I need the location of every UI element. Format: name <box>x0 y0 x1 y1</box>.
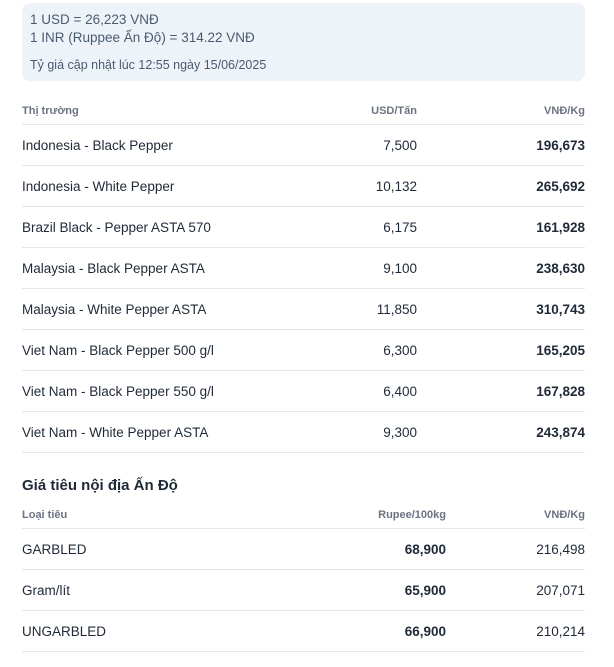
vnd-cell: 207,071 <box>446 569 585 611</box>
col-header-market: Thị trường <box>22 97 322 125</box>
rupee-cell: 66,900 <box>322 610 446 652</box>
inr-rate: 1 INR (Ruppee Ấn Độ) = 314.22 VNĐ <box>30 30 255 45</box>
type-cell: GARBLED <box>22 528 322 570</box>
market-cell: Malaysia - White Pepper ASTA <box>22 288 322 330</box>
vnd-cell: 167,828 <box>417 370 585 412</box>
col-header-rupee: Rupee/100kg <box>322 501 446 529</box>
exchange-rate-box: 1 USD = 26,223 VNĐ 1 INR (Ruppee Ấn Độ) … <box>22 3 585 81</box>
usd-cell: 10,132 <box>322 165 417 207</box>
table-row: GARBLED 68,900 216,498 <box>22 528 585 570</box>
table-row: UNGARBLED 66,900 210,214 <box>22 610 585 652</box>
international-pepper-price-table: Thị trường USD/Tấn VNĐ/Kg Indonesia - Bl… <box>22 97 585 453</box>
col-header-vnd: VNĐ/Kg <box>446 501 585 529</box>
table-row: Gram/lít 65,900 207,071 <box>22 569 585 611</box>
table-header-row: Thị trường USD/Tấn VNĐ/Kg <box>22 97 585 125</box>
usd-rate: 1 USD = 26,223 VNĐ <box>30 12 159 27</box>
table-row: Viet Nam - Black Pepper 500 g/l 6,300 16… <box>22 329 585 371</box>
usd-cell: 6,175 <box>322 206 417 248</box>
india-section-title: Giá tiêu nội địa Ấn Độ <box>22 477 178 494</box>
table-header-row: Loại tiêu Rupee/100kg VNĐ/Kg <box>22 501 585 529</box>
vnd-cell: 196,673 <box>417 124 585 166</box>
vnd-cell: 310,743 <box>417 288 585 330</box>
table-row: Viet Nam - White Pepper ASTA 9,300 243,8… <box>22 411 585 453</box>
market-cell: Viet Nam - White Pepper ASTA <box>22 411 322 453</box>
usd-cell: 9,300 <box>322 411 417 453</box>
market-cell: Viet Nam - Black Pepper 500 g/l <box>22 329 322 371</box>
usd-cell: 9,100 <box>322 247 417 289</box>
vnd-cell: 216,498 <box>446 528 585 570</box>
vnd-cell: 243,874 <box>417 411 585 453</box>
vnd-cell: 210,214 <box>446 610 585 652</box>
market-cell: Indonesia - Black Pepper <box>22 124 322 166</box>
rate-updated-time: Tỷ giá cập nhật lúc 12:55 ngày 15/06/202… <box>30 58 267 72</box>
usd-cell: 6,300 <box>322 329 417 371</box>
table-row: Malaysia - Black Pepper ASTA 9,100 238,6… <box>22 247 585 289</box>
table-row: Indonesia - White Pepper 10,132 265,692 <box>22 165 585 207</box>
rupee-cell: 68,900 <box>322 528 446 570</box>
vnd-cell: 265,692 <box>417 165 585 207</box>
type-cell: UNGARBLED <box>22 610 322 652</box>
usd-cell: 11,850 <box>322 288 417 330</box>
usd-cell: 7,500 <box>322 124 417 166</box>
table-row: Indonesia - Black Pepper 7,500 196,673 <box>22 124 585 166</box>
india-pepper-price-table: Loại tiêu Rupee/100kg VNĐ/Kg GARBLED 68,… <box>22 501 585 652</box>
vnd-cell: 165,205 <box>417 329 585 371</box>
table-row: Viet Nam - Black Pepper 550 g/l 6,400 16… <box>22 370 585 412</box>
vnd-cell: 161,928 <box>417 206 585 248</box>
col-header-type: Loại tiêu <box>22 501 322 529</box>
table-row: Brazil Black - Pepper ASTA 570 6,175 161… <box>22 206 585 248</box>
vnd-cell: 238,630 <box>417 247 585 289</box>
market-cell: Indonesia - White Pepper <box>22 165 322 207</box>
rupee-cell: 65,900 <box>322 569 446 611</box>
market-cell: Malaysia - Black Pepper ASTA <box>22 247 322 289</box>
col-header-vnd: VNĐ/Kg <box>417 97 585 125</box>
market-cell: Brazil Black - Pepper ASTA 570 <box>22 206 322 248</box>
usd-cell: 6,400 <box>322 370 417 412</box>
type-cell: Gram/lít <box>22 569 322 611</box>
market-cell: Viet Nam - Black Pepper 550 g/l <box>22 370 322 412</box>
table-row: Malaysia - White Pepper ASTA 11,850 310,… <box>22 288 585 330</box>
col-header-usd: USD/Tấn <box>322 97 417 125</box>
